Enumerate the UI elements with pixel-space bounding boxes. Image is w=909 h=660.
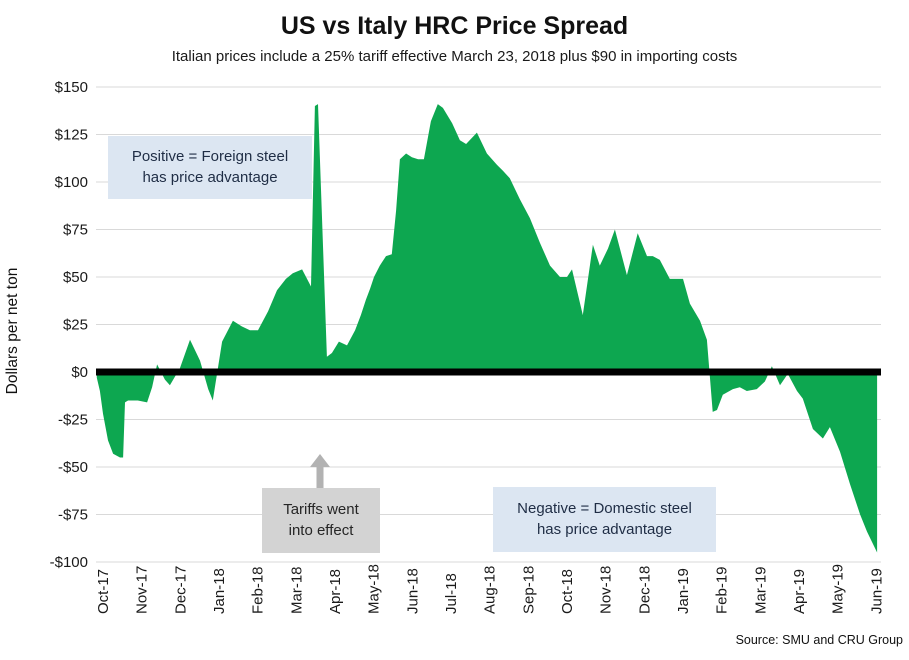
annotation-line: Positive = Foreign steel — [131, 148, 289, 166]
annotation-line: Negative = Domestic steel — [517, 500, 692, 518]
x-tick-label: Mar-18 — [288, 566, 305, 614]
annotation-line: has price advantage — [536, 520, 673, 538]
annotation-line: has price advantage — [142, 168, 278, 186]
y-tick-label: $50 — [63, 269, 88, 286]
y-axis-title: Dollars per net ton — [4, 267, 21, 395]
x-tick-label: Dec-17 — [172, 566, 189, 614]
annotation-tariff-note: Tariffs went into effect — [262, 488, 380, 553]
y-tick-label: -$75 — [58, 507, 88, 524]
y-tick-label: -$100 — [50, 554, 88, 571]
y-tick-label: $100 — [55, 174, 88, 191]
x-tick-label: Sep-18 — [520, 566, 537, 614]
x-tick-label: Apr-19 — [791, 569, 808, 614]
x-tick-label: Dec-18 — [636, 566, 653, 614]
x-tick-label: Mar-19 — [752, 566, 769, 614]
x-tick-label: Oct-18 — [559, 569, 576, 614]
x-tick-label: Jun-18 — [404, 568, 421, 614]
x-tick-label: Nov-18 — [598, 566, 615, 614]
x-tick-label: Feb-18 — [250, 566, 267, 614]
x-tick-label: Feb-19 — [714, 566, 731, 614]
x-tick-label: Nov-17 — [134, 566, 151, 614]
chart-subtitle: Italian prices include a 25% tariff effe… — [171, 48, 738, 65]
y-tick-label: $125 — [55, 127, 88, 144]
x-tick-label: Aug-18 — [482, 566, 499, 614]
y-tick-label: $150 — [55, 79, 88, 96]
y-tick-label: $25 — [63, 317, 88, 334]
x-tick-label: May-19 — [830, 564, 847, 614]
y-tick-label: -$25 — [58, 412, 88, 429]
source-credit: Source: SMU and CRU Group — [735, 633, 903, 647]
x-tick-label: Jul-18 — [443, 573, 460, 614]
x-tick-label: Oct-17 — [95, 569, 112, 614]
x-tick-label: Apr-18 — [327, 569, 344, 614]
y-tick-label: $0 — [71, 364, 88, 381]
annotation-positive-note: Positive = Foreign steel has price advan… — [108, 136, 312, 199]
y-tick-label: -$50 — [58, 459, 88, 476]
x-tick-label: Jan-19 — [675, 568, 692, 614]
annotation-line: Tariffs went — [283, 501, 359, 519]
x-tick-label: May-18 — [366, 564, 383, 614]
x-tick-label: Jun-19 — [868, 568, 885, 614]
zero-baseline — [96, 368, 881, 376]
x-tick-label: Jan-18 — [211, 568, 228, 614]
annotation-negative-note: Negative = Domestic steel has price adva… — [493, 487, 716, 552]
chart-title: US vs Italy HRC Price Spread — [280, 12, 629, 40]
annotation-line: into effect — [288, 521, 354, 539]
tariff-arrow-up-icon — [310, 454, 330, 488]
y-tick-label: $75 — [63, 222, 88, 239]
